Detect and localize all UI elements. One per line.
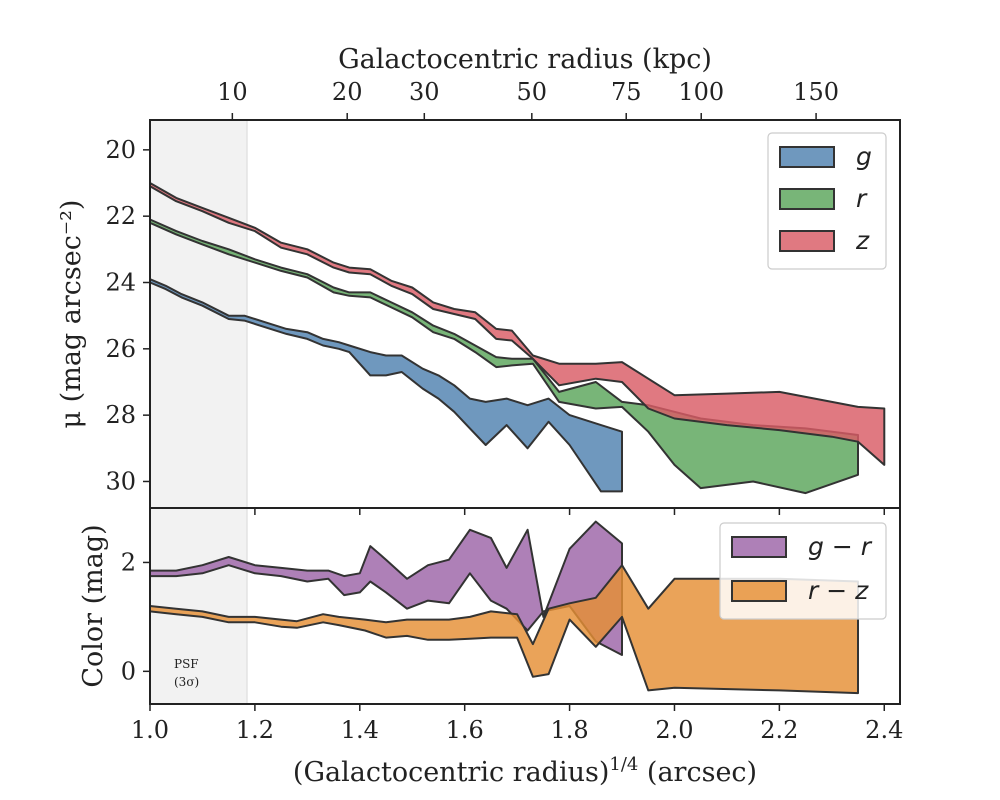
band-r-z bbox=[149, 564, 859, 695]
psf-annotation-line1: PSF bbox=[174, 657, 199, 671]
legend-swatch-r bbox=[779, 188, 835, 210]
y-tick-label: 30 bbox=[105, 467, 136, 495]
x-tick-label: 2.2 bbox=[760, 716, 798, 744]
y-tick-label: 20 bbox=[105, 136, 136, 164]
legend-label-r: r bbox=[856, 184, 868, 213]
band-g-r bbox=[149, 520, 623, 656]
top-y-axis: 20 22 24 26 28 30 bbox=[105, 136, 150, 495]
surface-brightness-series bbox=[149, 120, 886, 508]
x-tick-label: 1.4 bbox=[341, 716, 379, 744]
legend-label-r-z: r − z bbox=[808, 576, 869, 605]
kpc-tick-label: 20 bbox=[332, 78, 363, 106]
bottom-plot-frame bbox=[149, 507, 901, 705]
bottom-x-axis-title: (Galactocentric radius)1/4 (arcsec) bbox=[293, 754, 757, 788]
legend-label-z: z bbox=[855, 226, 870, 255]
color-panel: 02 1.0 1.2 1.4 1.6 1.8 2.0 2.2 2.4 PSF (3σ) Col… bbox=[78, 507, 903, 788]
psf-region-bottom bbox=[150, 508, 248, 704]
color-series bbox=[149, 508, 859, 704]
kpc-axis: 10 20 30 50 75 100 150 bbox=[217, 78, 839, 120]
psf-annotation-line2: (3σ) bbox=[174, 675, 199, 689]
kpc-tick-label: 10 bbox=[217, 78, 248, 106]
bottom-y-axis: 02 bbox=[121, 548, 150, 685]
y-tick-label: 26 bbox=[105, 335, 136, 363]
psf-region-top bbox=[150, 120, 248, 508]
kpc-tick-label: 50 bbox=[517, 78, 548, 106]
y-tick-label: 2 bbox=[121, 548, 136, 576]
legend-swatch-r-z bbox=[731, 580, 787, 602]
kpc-tick-label: 75 bbox=[611, 78, 642, 106]
legend-swatch-g bbox=[779, 146, 835, 168]
legend-swatch-g-r bbox=[731, 536, 787, 558]
bottom-legend: g − r r − z bbox=[719, 522, 887, 620]
x-tick-label: 1.2 bbox=[236, 716, 274, 744]
top-y-axis-title: μ (mag arcsec⁻²) bbox=[56, 200, 87, 429]
kpc-axis-title: Galactocentric radius (kpc) bbox=[338, 44, 712, 75]
legend-label-g: g bbox=[856, 142, 872, 171]
bottom-y-axis-title: Color (mag) bbox=[78, 524, 109, 687]
y-tick-label: 28 bbox=[105, 401, 136, 429]
bottom-x-axis: 1.0 1.2 1.4 1.6 1.8 2.0 2.2 2.4 bbox=[131, 704, 903, 744]
band-g bbox=[149, 278, 623, 493]
y-tick-label: 0 bbox=[121, 657, 136, 685]
x-tick-label: 1.8 bbox=[550, 716, 588, 744]
x-tick-label: 2.4 bbox=[865, 716, 903, 744]
x-tick-label: 1.0 bbox=[131, 716, 169, 744]
kpc-tick-label: 150 bbox=[793, 78, 839, 106]
band-z bbox=[149, 182, 886, 466]
band-r bbox=[149, 218, 859, 495]
top-legend: grz bbox=[767, 132, 887, 270]
x-tick-label: 1.6 bbox=[446, 716, 484, 744]
legend-swatch-z bbox=[779, 230, 835, 252]
surface-brightness-panel: 20 22 24 26 28 30 10 20 30 50 75 100 150 Galactocen… bbox=[56, 44, 901, 515]
y-tick-label: 24 bbox=[105, 268, 136, 296]
x-tick-label: 2.0 bbox=[655, 716, 693, 744]
legend-label-g-r: g − r bbox=[808, 532, 873, 561]
top-x-axis bbox=[149, 508, 886, 515]
kpc-tick-label: 100 bbox=[678, 78, 724, 106]
y-tick-label: 22 bbox=[105, 202, 136, 230]
kpc-tick-label: 30 bbox=[409, 78, 440, 106]
